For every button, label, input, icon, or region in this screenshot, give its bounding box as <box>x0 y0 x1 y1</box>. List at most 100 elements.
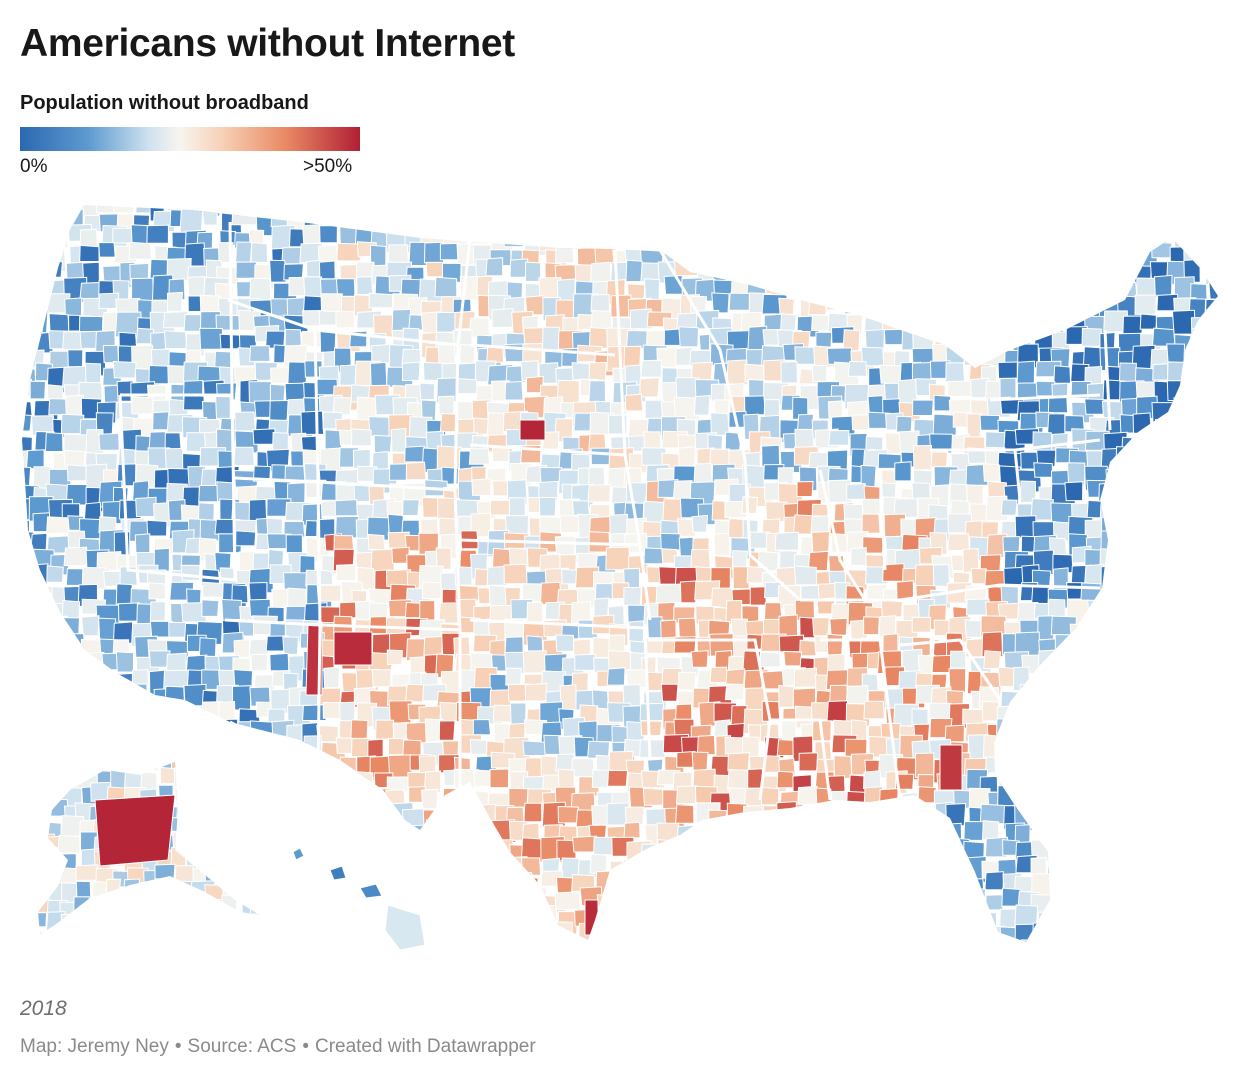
county-cell[interactable] <box>472 479 491 496</box>
county-cell[interactable] <box>1207 385 1227 405</box>
county-cell[interactable] <box>255 773 273 796</box>
county-cell[interactable] <box>306 844 327 864</box>
county-cell[interactable] <box>1038 247 1054 269</box>
county-cell[interactable] <box>1038 674 1060 695</box>
county-cell[interactable] <box>1226 433 1240 455</box>
county-cell[interactable] <box>32 619 51 642</box>
county-cell[interactable] <box>1140 737 1159 754</box>
county-cell[interactable] <box>954 311 975 326</box>
county-cell[interactable] <box>508 910 526 929</box>
county-cell[interactable] <box>471 907 496 925</box>
county-cell[interactable] <box>221 799 237 813</box>
county-cell[interactable] <box>1190 705 1211 727</box>
county-cell[interactable] <box>732 191 749 207</box>
county-cell[interactable] <box>971 941 990 964</box>
county-cell[interactable] <box>816 859 831 875</box>
county-cell[interactable] <box>1123 722 1142 740</box>
county-cell[interactable] <box>405 215 421 232</box>
county-cell[interactable] <box>1207 330 1226 352</box>
county-cell[interactable] <box>410 825 432 846</box>
county-cell[interactable] <box>809 298 826 314</box>
county-cell[interactable] <box>1082 926 1103 949</box>
county-cell[interactable] <box>1174 397 1194 413</box>
county-cell[interactable] <box>830 909 849 927</box>
county-cell[interactable] <box>1067 808 1090 825</box>
county-cell[interactable] <box>461 216 483 235</box>
county-cell[interactable] <box>151 905 169 928</box>
county-cell[interactable] <box>1206 773 1230 795</box>
county-cell[interactable] <box>320 279 337 295</box>
county-cell[interactable] <box>1188 717 1210 741</box>
county-cell[interactable] <box>46 616 67 640</box>
county-cell[interactable] <box>440 860 464 878</box>
county-cell[interactable] <box>1038 912 1061 933</box>
county-cell[interactable] <box>964 879 984 896</box>
county-cell[interactable] <box>440 876 466 898</box>
county-cell[interactable] <box>28 849 45 865</box>
county-cell[interactable] <box>950 872 970 891</box>
county-cell[interactable] <box>49 703 71 724</box>
county-cell[interactable] <box>321 907 346 924</box>
county-cell[interactable] <box>1067 583 1083 600</box>
county-cell[interactable] <box>391 428 406 452</box>
county-cell[interactable] <box>1070 228 1087 246</box>
county-cell[interactable] <box>623 912 640 936</box>
county-cell[interactable] <box>776 941 801 959</box>
county-cell[interactable] <box>1153 718 1170 734</box>
county-cell[interactable] <box>156 912 178 933</box>
county-cell[interactable] <box>86 652 104 670</box>
county-cell[interactable] <box>1086 655 1112 674</box>
county-cell[interactable] <box>1034 193 1054 209</box>
county-cell[interactable] <box>206 911 229 934</box>
county-cell[interactable] <box>765 922 788 944</box>
county-cell[interactable] <box>1222 658 1240 677</box>
county-cell[interactable] <box>192 928 211 946</box>
county-cell[interactable] <box>44 672 70 691</box>
county-cell[interactable] <box>930 282 947 304</box>
county-cell[interactable] <box>948 381 971 397</box>
county-cell[interactable] <box>144 882 160 901</box>
county-cell[interactable] <box>1121 686 1143 706</box>
county-cell[interactable] <box>477 894 503 909</box>
county-cell[interactable] <box>963 908 983 929</box>
county-cell[interactable] <box>201 825 217 843</box>
county-cell[interactable] <box>1103 639 1118 658</box>
county-cell[interactable] <box>916 878 938 897</box>
county-cell[interactable] <box>1102 741 1123 764</box>
county-cell[interactable] <box>403 872 428 894</box>
county-cell[interactable] <box>1219 384 1240 400</box>
county-cell[interactable] <box>186 891 203 909</box>
county-cell[interactable] <box>97 756 120 771</box>
county-cell[interactable] <box>1137 227 1154 252</box>
county-cell[interactable] <box>15 860 36 877</box>
county-cell[interactable] <box>218 755 234 779</box>
county-cell[interactable] <box>16 922 31 939</box>
county-cell[interactable] <box>350 860 373 881</box>
county-cell[interactable] <box>1156 683 1178 708</box>
county-cell[interactable] <box>1139 724 1157 742</box>
county-cell[interactable] <box>1224 734 1240 751</box>
county-cell[interactable] <box>589 363 606 381</box>
county-cell[interactable] <box>1190 907 1208 922</box>
county-cell[interactable] <box>572 501 589 516</box>
county-cell[interactable] <box>76 865 99 880</box>
county-cell[interactable] <box>509 872 532 891</box>
county-cell[interactable] <box>372 670 391 687</box>
county-cell[interactable] <box>118 912 143 931</box>
county-cell[interactable] <box>950 651 966 668</box>
county-cell[interactable] <box>1169 587 1190 604</box>
county-cell[interactable] <box>883 939 899 958</box>
county-cell[interactable] <box>865 838 883 854</box>
county-cell[interactable] <box>353 449 370 468</box>
county-cell[interactable] <box>880 295 898 317</box>
county-cell[interactable] <box>1150 486 1171 507</box>
county-cell[interactable] <box>1035 754 1053 776</box>
county-cell[interactable] <box>1116 539 1139 559</box>
county-cell[interactable] <box>645 400 663 418</box>
county-cell[interactable] <box>1138 436 1165 451</box>
county-cell[interactable] <box>980 415 1000 430</box>
county-cell[interactable] <box>1187 449 1209 475</box>
county-cell[interactable] <box>1220 194 1240 216</box>
county-cell[interactable] <box>997 719 1017 735</box>
county-cell[interactable] <box>998 215 1014 235</box>
